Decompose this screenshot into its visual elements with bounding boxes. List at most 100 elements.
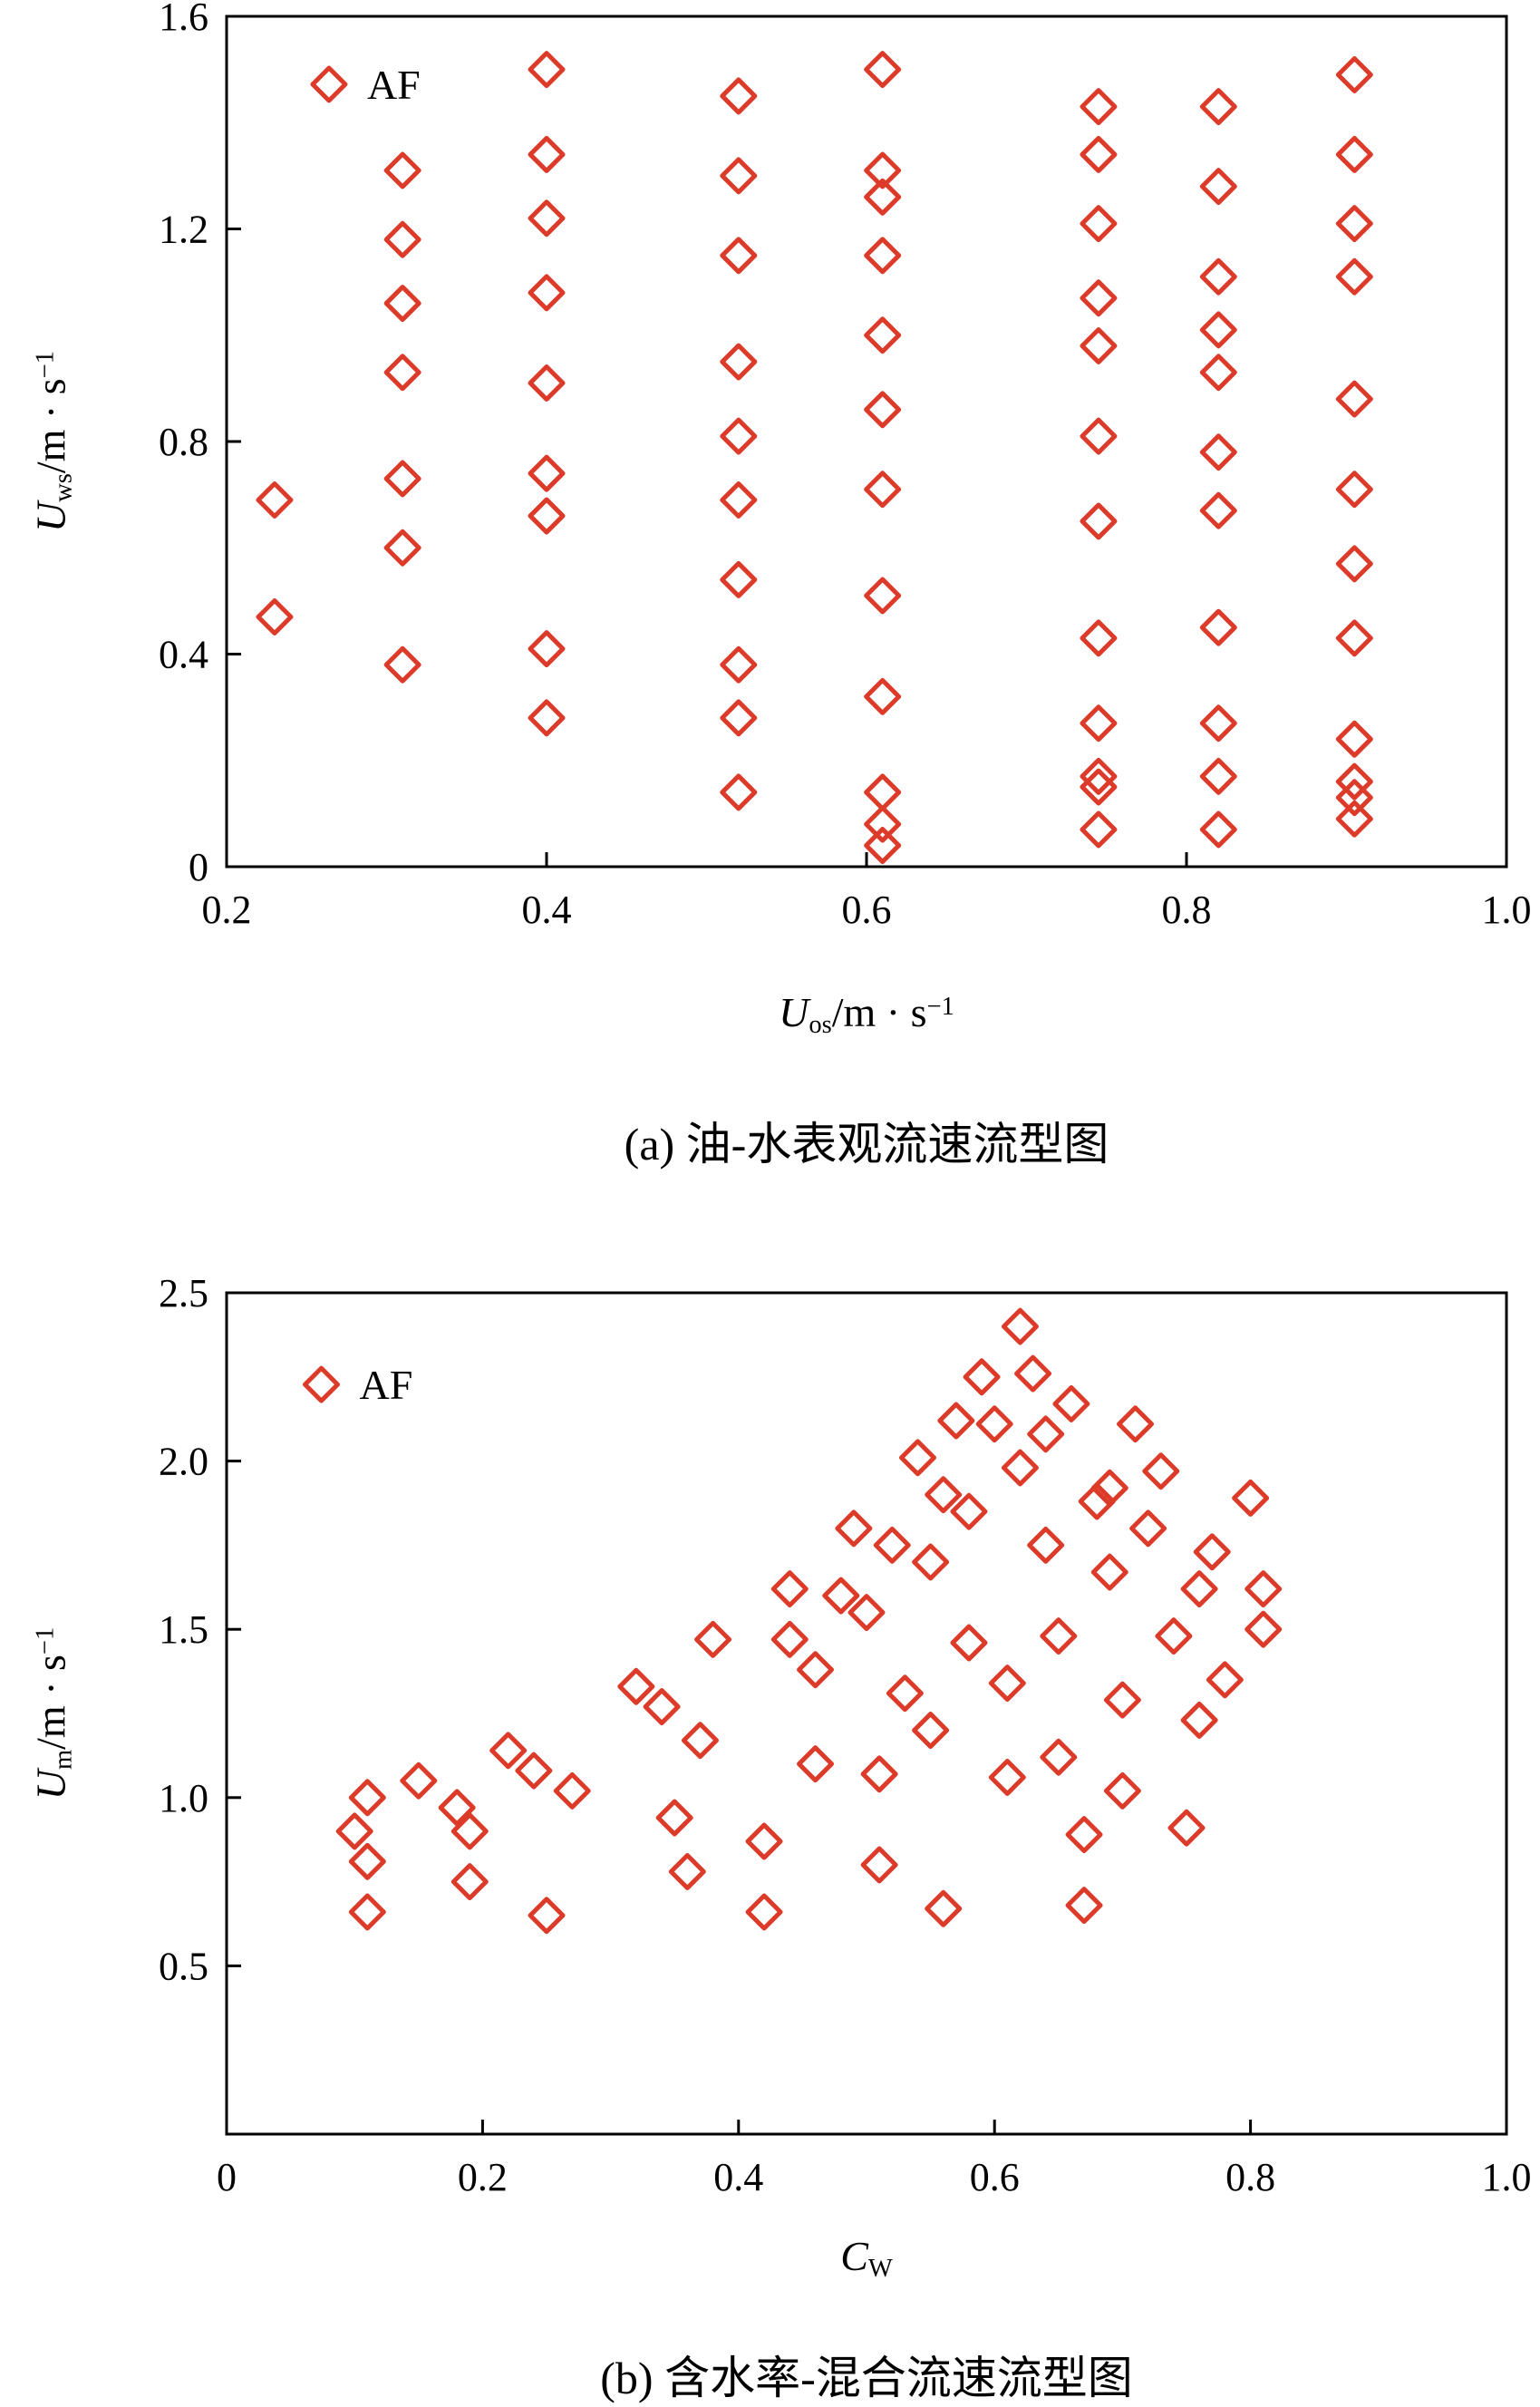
data-point-marker [1080, 810, 1118, 849]
data-point-marker [528, 1897, 566, 1935]
data-point-marker [1335, 800, 1373, 838]
data-point-marker [1335, 619, 1373, 657]
data-point-marker [937, 1402, 975, 1440]
data-point-marker [770, 1570, 809, 1608]
x-tick-label: 1.0 [1482, 888, 1532, 932]
data-point-marker [1080, 502, 1118, 540]
chart-b-xlabel: CW [227, 2232, 1506, 2284]
data-point-marker [988, 1759, 1026, 1797]
data-point-marker [1180, 1701, 1218, 1739]
y-tick-label: 2.0 [159, 1440, 208, 1484]
data-point-marker [1335, 257, 1373, 296]
chart-a-ylabel-var: U [27, 501, 74, 533]
x-tick-label: 0.4 [713, 2155, 763, 2199]
legend-marker-icon [310, 65, 348, 103]
data-point-marker [694, 1620, 732, 1658]
plot-box [225, 1291, 1508, 2136]
data-point-marker [528, 51, 566, 89]
data-point-marker [797, 1651, 835, 1689]
data-point-marker [864, 827, 902, 865]
plot-box [225, 15, 1508, 869]
data-point-marker [1335, 545, 1373, 583]
data-point-marker [655, 1799, 693, 1837]
data-point-marker [720, 480, 758, 519]
data-point-marker [1080, 279, 1118, 317]
data-point-marker [528, 454, 566, 492]
data-point-marker [864, 316, 902, 354]
data-point-marker [553, 1771, 591, 1810]
data-point-marker [950, 1492, 988, 1530]
data-point-marker [1199, 354, 1237, 392]
data-point-marker [835, 1509, 873, 1548]
data-point-marker [1245, 1570, 1283, 1608]
data-point-marker [438, 1789, 476, 1827]
data-point-marker [1014, 1354, 1052, 1393]
data-point-marker [1335, 135, 1373, 173]
data-point-marker [1090, 1469, 1128, 1507]
chart-a-ylabel-sub: ws [49, 473, 78, 502]
data-point-marker [1335, 205, 1373, 243]
data-point-marker [1199, 168, 1237, 206]
data-point-marker [383, 285, 421, 323]
y-tick-label: 1.0 [159, 1776, 208, 1820]
data-point-marker [1090, 1553, 1128, 1591]
chart-a-xlabel-sup: −1 [926, 993, 954, 1022]
data-point-marker [1065, 1816, 1103, 1854]
data-point-marker [383, 460, 421, 498]
data-point-marker [770, 1620, 809, 1658]
data-point-marker [528, 630, 566, 668]
x-tick-label: 0.6 [970, 2155, 1020, 2199]
data-point-marker [1206, 1661, 1244, 1699]
data-point-marker [528, 699, 566, 737]
data-point-marker [720, 560, 758, 598]
data-point-marker [528, 135, 566, 173]
data-point-marker [1335, 762, 1373, 801]
chart-b-ylabel: Um/m · s−1 [26, 1627, 78, 1800]
data-point-marker [1180, 1570, 1218, 1608]
data-point-marker [963, 1358, 1001, 1396]
y-tick-label: 0 [189, 845, 208, 889]
data-point-marker [1080, 768, 1118, 806]
data-point-marker [864, 677, 902, 715]
data-point-marker [822, 1577, 860, 1615]
data-point-marker [528, 364, 566, 403]
data-point-marker [864, 805, 902, 843]
chart-b-ylabel-unit: /m · s [27, 1655, 74, 1750]
data-point-marker [1080, 205, 1118, 243]
data-point-marker [720, 699, 758, 737]
data-point-marker [256, 480, 294, 519]
data-point-marker [1335, 720, 1373, 758]
data-point-marker [864, 151, 902, 189]
x-tick-label: 1.0 [1482, 2155, 1532, 2199]
data-point-marker [1080, 619, 1118, 657]
data-point-marker [864, 237, 902, 275]
data-point-marker [348, 1842, 386, 1880]
data-point-marker [873, 1526, 911, 1564]
data-point-marker [1040, 1617, 1078, 1655]
data-point-marker [1199, 433, 1237, 471]
data-point-marker [681, 1722, 719, 1760]
data-point-marker [1232, 1479, 1270, 1517]
data-point-marker [912, 1712, 950, 1750]
data-point-marker [383, 151, 421, 189]
data-point-marker [400, 1762, 438, 1800]
y-tick-label: 1.6 [159, 0, 208, 39]
data-point-marker [898, 1439, 936, 1477]
y-tick-label: 0.5 [159, 1944, 208, 1988]
data-point-marker [1027, 1415, 1065, 1453]
legend-label: AF [367, 62, 421, 108]
data-point-marker [1193, 1533, 1231, 1571]
x-tick-label: 0.6 [842, 888, 892, 932]
data-point-marker [864, 471, 902, 509]
data-point-marker [256, 597, 294, 636]
data-point-marker [950, 1624, 988, 1662]
data-point-marker [1103, 1681, 1141, 1719]
x-tick-label: 0.8 [1225, 2155, 1275, 2199]
chart-b-ylabel-var: U [27, 1770, 74, 1800]
data-point-marker [383, 645, 421, 684]
chart-a-xlabel-sub: os [809, 1011, 832, 1040]
chart-a-xlabel-unit: /m · s [831, 989, 927, 1035]
data-point-marker [912, 1543, 950, 1581]
data-point-marker [886, 1674, 924, 1713]
chart-a-ylabel-unit: /m · s [27, 378, 74, 474]
